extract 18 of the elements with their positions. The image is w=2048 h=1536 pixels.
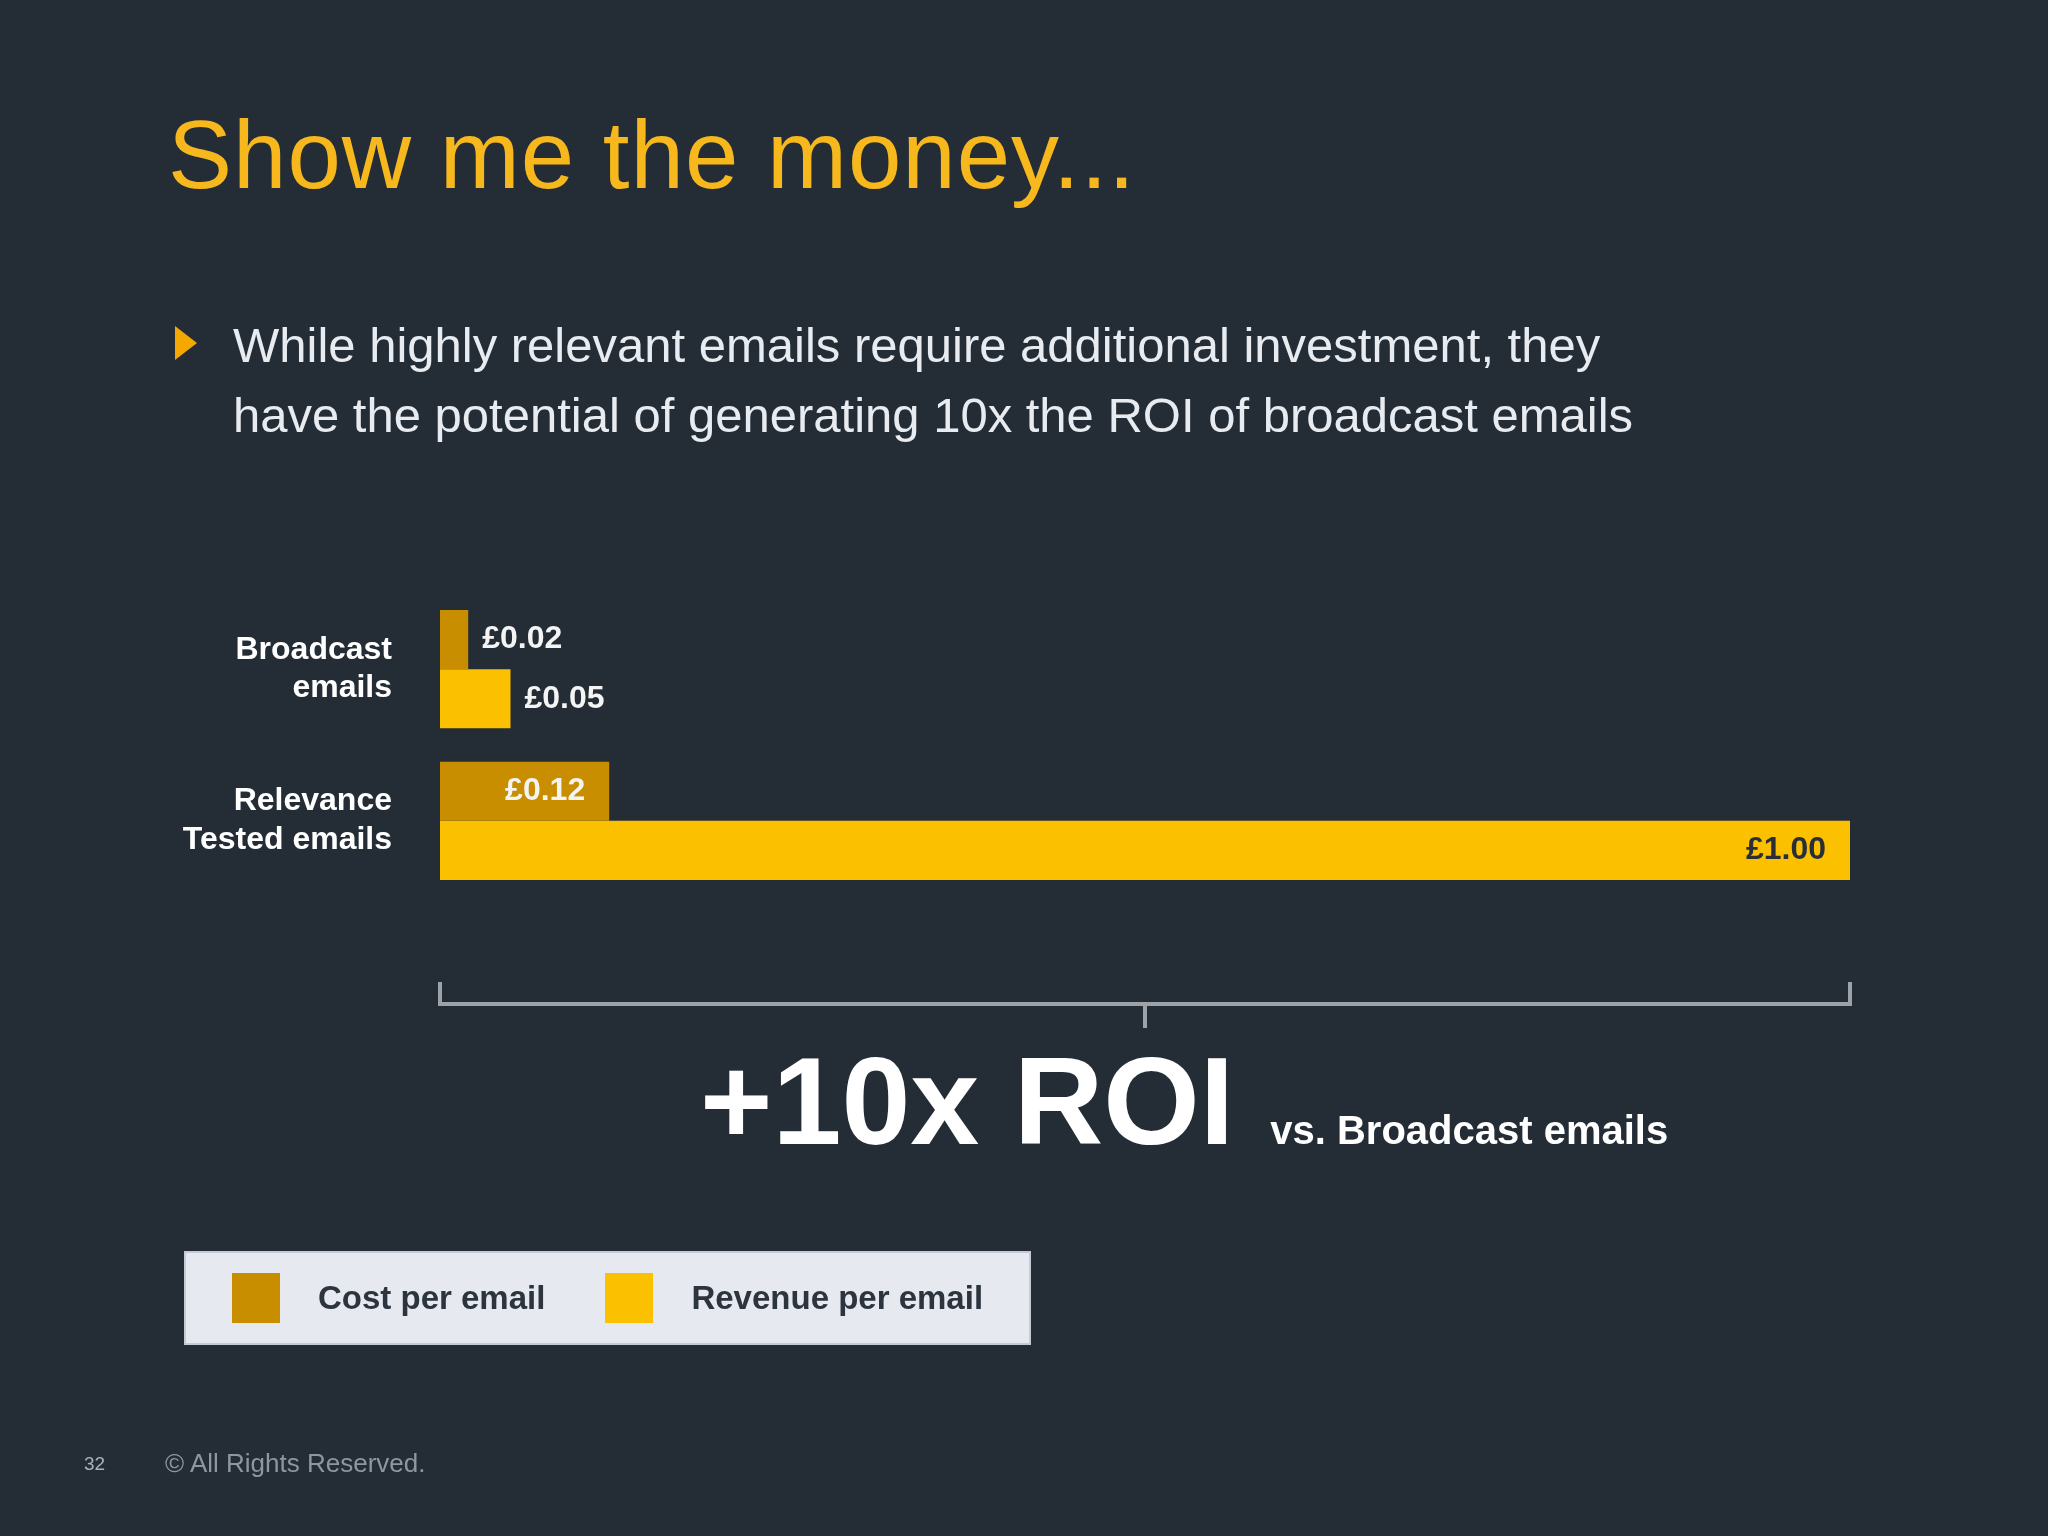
text: 32 <box>84 1453 106 1475</box>
data-label: £0.02 <box>482 619 563 656</box>
chart-subtitle: While highly relevant emails require additional investment, they have the potential of generating 10x the ROI of broadcast emails <box>233 317 1635 444</box>
y-tick-label: Relevance Tested emails <box>182 781 392 856</box>
y-tick-label: Broadcast emails <box>235 629 393 705</box>
legend-label: Cost per email <box>318 1279 546 1317</box>
data-label: £0.05 <box>524 678 605 715</box>
text: © All Rights Reserved. <box>165 1448 426 1479</box>
legend-label: Revenue per email <box>691 1279 984 1317</box>
bar <box>440 669 511 729</box>
bar <box>440 820 1850 880</box>
data-label: £1.00 <box>1745 830 1826 867</box>
text: +10x ROI <box>700 1031 1235 1172</box>
bar <box>440 610 469 670</box>
bar <box>440 761 610 821</box>
text: vs. Broadcast emails <box>1270 1108 1669 1153</box>
data-label: £0.12 <box>505 771 586 808</box>
chart-title: Show me the money... <box>168 100 1136 210</box>
